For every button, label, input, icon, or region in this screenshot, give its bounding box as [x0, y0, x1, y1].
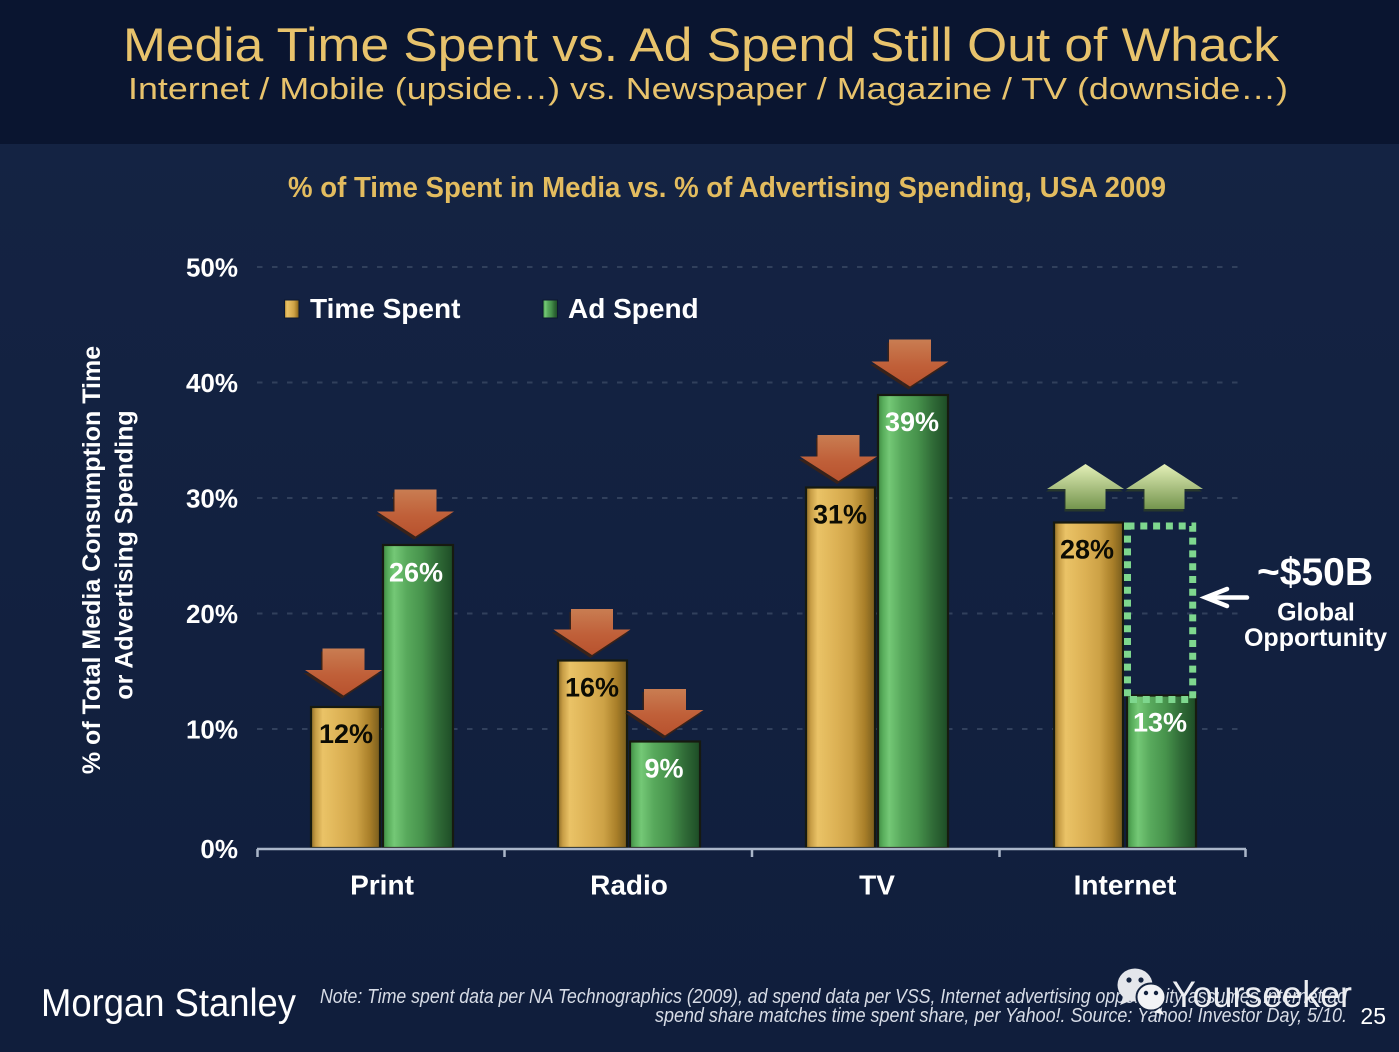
svg-text:10%: 10% [186, 715, 238, 745]
svg-text:Internet / Mobile (upside…) vs: Internet / Mobile (upside…) vs. Newspape… [128, 71, 1288, 106]
svg-text:16%: 16% [565, 673, 619, 703]
svg-text:40%: 40% [186, 368, 238, 398]
svg-text:39%: 39% [885, 407, 939, 437]
svg-text:Internet: Internet [1074, 870, 1177, 901]
svg-text:Note: Time spent data per NA T: Note: Time spent data per NA Technograph… [320, 986, 1348, 1008]
svg-text:26%: 26% [389, 558, 443, 588]
svg-text:Global: Global [1277, 599, 1355, 627]
svg-text:Time Spent: Time Spent [310, 293, 460, 324]
svg-text:0%: 0% [200, 834, 238, 864]
svg-text:Morgan Stanley: Morgan Stanley [41, 982, 296, 1025]
svg-text:12%: 12% [319, 719, 373, 749]
svg-text:% of Time Spent in Media vs. %: % of Time Spent in Media vs. % of Advert… [288, 172, 1166, 204]
svg-text:Radio: Radio [590, 870, 668, 901]
svg-text:31%: 31% [813, 500, 867, 530]
svg-text:Media Time Spent vs. Ad Spend: Media Time Spent vs. Ad Spend Still Out … [123, 18, 1280, 71]
svg-text:Yourseeker: Yourseeker [1172, 974, 1352, 1015]
svg-text:Print: Print [350, 870, 414, 901]
svg-text:or Advertising Spending: or Advertising Spending [111, 410, 139, 699]
svg-text:9%: 9% [644, 754, 683, 784]
svg-text:50%: 50% [186, 253, 238, 283]
svg-text:spend share matches time spent: spend share matches time spent share, pe… [655, 1005, 1347, 1027]
svg-text:28%: 28% [1060, 535, 1114, 565]
svg-text:25: 25 [1360, 1003, 1386, 1029]
svg-text:13%: 13% [1133, 708, 1187, 738]
svg-text:Opportunity: Opportunity [1244, 624, 1387, 652]
svg-text:% of Total Media Consumption T: % of Total Media Consumption Time [78, 346, 106, 774]
svg-text:~$50B: ~$50B [1257, 551, 1373, 594]
svg-text:Ad Spend: Ad Spend [568, 293, 699, 324]
svg-text:TV: TV [859, 870, 895, 901]
svg-text:30%: 30% [186, 484, 238, 514]
svg-text:20%: 20% [186, 599, 238, 629]
